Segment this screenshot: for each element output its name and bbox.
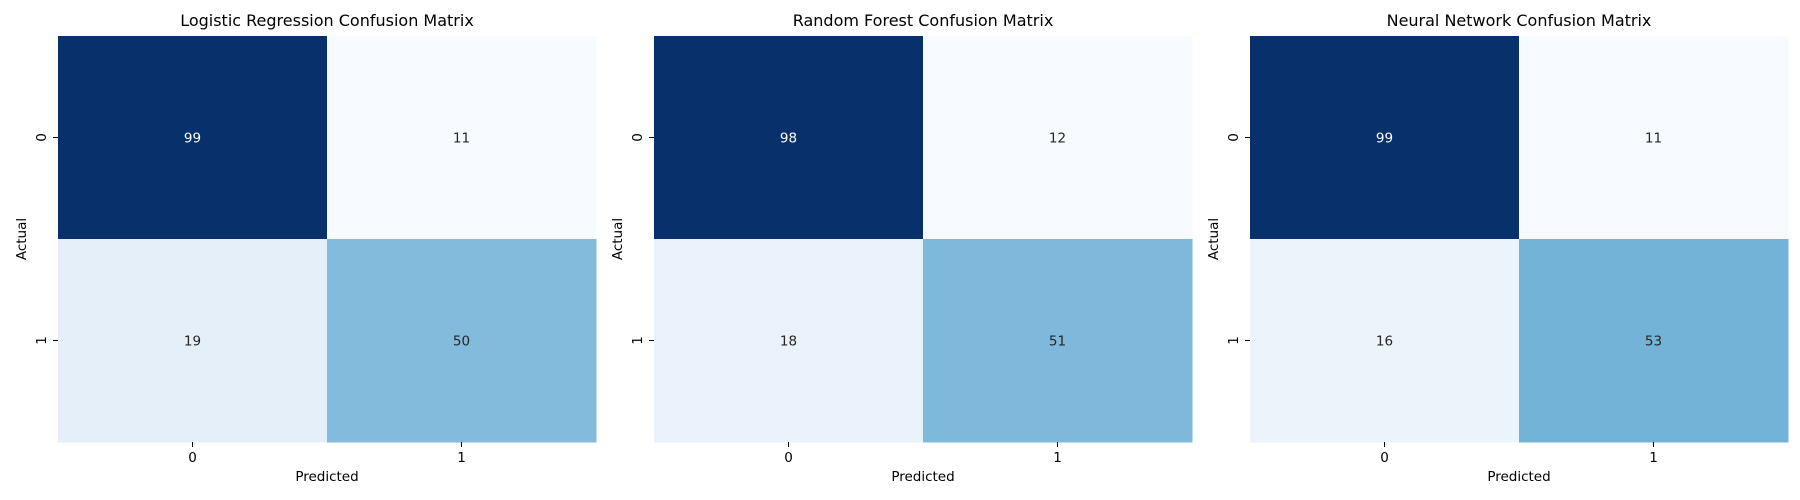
y-axis-label: Actual xyxy=(610,218,626,260)
heatmap-cell-r0-c1 xyxy=(327,36,597,240)
heatmap-cell-r0-c0 xyxy=(1250,36,1520,240)
cell-value-label: 18 xyxy=(780,334,797,350)
cell-value-label: 99 xyxy=(1376,131,1393,147)
y-tick-label: 1 xyxy=(1226,336,1242,345)
heatmap-cell-r0-c0 xyxy=(58,36,328,240)
chart-title: Logistic Regression Confusion Matrix xyxy=(180,11,474,30)
heatmap-cell-r1-c1 xyxy=(327,239,597,443)
x-axis-label: Predicted xyxy=(891,469,954,485)
y-axis-label: Actual xyxy=(14,218,30,260)
x-axis-label: Predicted xyxy=(1487,469,1550,485)
y-tick-label: 1 xyxy=(630,336,646,345)
chart-panel-random-forest: 98 12 18 51 0 1 0 1 Random Forest Confusion Matr… xyxy=(610,11,1193,485)
heatmap-cell-r1-c0 xyxy=(1250,239,1520,443)
cell-value-label: 51 xyxy=(1049,334,1066,350)
chart-title: Neural Network Confusion Matrix xyxy=(1387,11,1652,30)
x-tick-label: 0 xyxy=(784,450,793,466)
cell-value-label: 11 xyxy=(453,131,470,147)
cell-value-label: 98 xyxy=(780,131,797,147)
cell-value-label: 19 xyxy=(184,334,201,350)
x-tick-label: 1 xyxy=(457,450,466,466)
y-tick-label: 1 xyxy=(34,336,50,345)
y-axis-label: Actual xyxy=(1206,218,1222,260)
chart-panel-neural-network: 99 11 16 53 0 1 0 1 Neural Network Confusion Mat… xyxy=(1206,11,1789,485)
chart-panel-logistic-regression: 99 11 19 50 0 1 0 1 Logistic Regression Confusio… xyxy=(14,11,597,485)
heatmap-cell-r0-c1 xyxy=(923,36,1193,240)
heatmap-cell-r1-c0 xyxy=(654,239,924,443)
heatmap-cell-r1-c1 xyxy=(923,239,1193,443)
x-tick-label: 1 xyxy=(1649,450,1658,466)
x-tick-label: 0 xyxy=(188,450,197,466)
cell-value-label: 11 xyxy=(1645,131,1662,147)
heatmap-cell-r1-c0 xyxy=(58,239,328,443)
x-tick-label: 0 xyxy=(1380,450,1389,466)
y-tick-label: 0 xyxy=(630,133,646,142)
heatmap-cell-r0-c1 xyxy=(1519,36,1789,240)
cell-value-label: 12 xyxy=(1049,131,1066,147)
cell-value-label: 99 xyxy=(184,131,201,147)
x-axis-label: Predicted xyxy=(295,469,358,485)
cell-value-label: 53 xyxy=(1645,334,1662,350)
x-tick-label: 1 xyxy=(1053,450,1062,466)
heatmap-cell-r1-c1 xyxy=(1519,239,1789,443)
cell-value-label: 16 xyxy=(1376,334,1393,350)
chart-title: Random Forest Confusion Matrix xyxy=(793,11,1054,30)
y-tick-label: 0 xyxy=(34,133,50,142)
heatmap-cell-r0-c0 xyxy=(654,36,924,240)
cell-value-label: 50 xyxy=(453,334,470,350)
y-tick-label: 0 xyxy=(1226,133,1242,142)
